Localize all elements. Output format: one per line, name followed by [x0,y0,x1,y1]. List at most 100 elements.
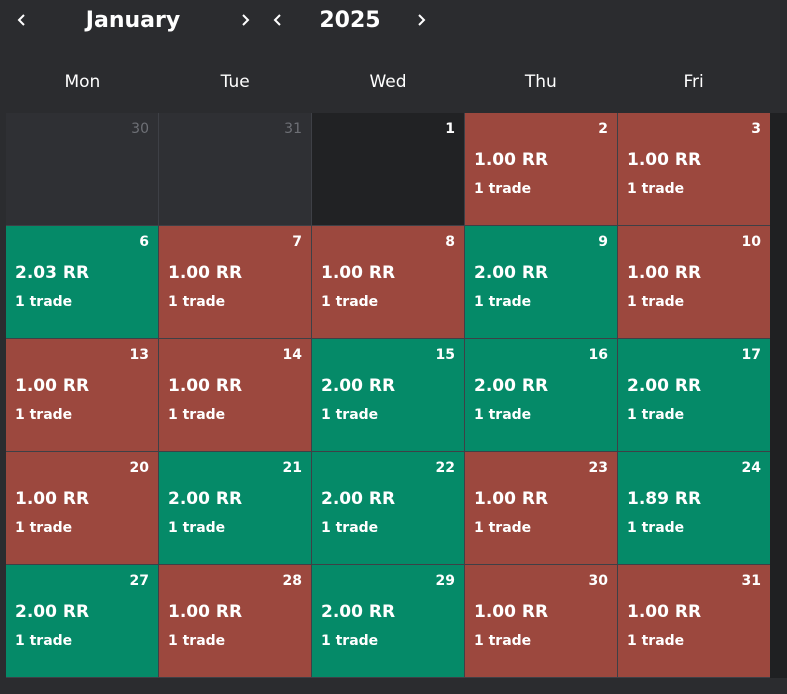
calendar-day-cell[interactable]: 1 [312,113,465,226]
calendar-day-cell[interactable]: 21 2.00 RR 1 trade [159,452,312,565]
calendar-day-cell[interactable]: 7 1.00 RR 1 trade [159,226,312,339]
year-label: 2025 [319,8,381,33]
day-number: 30 [588,573,608,589]
day-trade-count: 1 trade [168,520,226,536]
day-rr-value: 2.00 RR [321,489,396,509]
calendar-day-cell[interactable]: 27 2.00 RR 1 trade [6,565,159,678]
day-number: 28 [282,573,302,589]
day-rr-value: 1.89 RR [627,489,702,509]
day-rr-value: 1.00 RR [15,376,90,396]
calendar-day-cell[interactable]: 31 1.00 RR 1 trade [618,565,771,678]
month-label: January [85,8,181,33]
day-trade-count: 1 trade [474,294,532,310]
day-trade-count: 1 trade [321,520,379,536]
day-number: 6 [139,234,149,250]
day-number: 20 [129,460,149,476]
calendar-day-cell[interactable]: 3 1.00 RR 1 trade [618,113,771,226]
day-rr-value: 1.00 RR [15,489,90,509]
day-trade-count: 1 trade [15,520,73,536]
day-rr-value: 1.00 RR [474,489,549,509]
day-rr-value: 1.00 RR [474,602,549,622]
day-number: 3 [751,121,761,137]
day-trade-count: 1 trade [627,633,685,649]
day-rr-value: 2.00 RR [168,489,243,509]
day-rr-value: 2.00 RR [474,263,549,283]
calendar-day-cell[interactable]: 22 2.00 RR 1 trade [312,452,465,565]
calendar-navigation: January 2025 [0,0,787,44]
calendar-grid: 30 31 1 2 1.00 RR 1 trade 3 1.00 RR 1 trade 6 2.03… [6,113,771,678]
day-rr-value: 2.00 RR [15,602,90,622]
prev-month-button[interactable] [11,8,33,32]
day-rr-value: 1.00 RR [168,376,243,396]
calendar-day-cell[interactable]: 15 2.00 RR 1 trade [312,339,465,452]
day-trade-count: 1 trade [168,294,226,310]
calendar-day-cell[interactable]: 9 2.00 RR 1 trade [465,226,618,339]
calendar-day-cell[interactable]: 10 1.00 RR 1 trade [618,226,771,339]
day-trade-count: 1 trade [15,294,73,310]
day-number: 14 [282,347,302,363]
day-trade-count: 1 trade [627,407,685,423]
calendar-day-cell[interactable]: 31 [159,113,312,226]
day-rr-value: 1.00 RR [321,263,396,283]
calendar-day-cell[interactable]: 14 1.00 RR 1 trade [159,339,312,452]
day-trade-count: 1 trade [168,633,226,649]
weekday-label: Thu [524,72,557,92]
next-year-button[interactable] [410,8,432,32]
day-number: 15 [435,347,455,363]
day-rr-value: 2.00 RR [474,376,549,396]
day-number: 8 [445,234,455,250]
prev-year-button[interactable] [267,8,289,32]
calendar-day-cell[interactable]: 30 1.00 RR 1 trade [465,565,618,678]
chevron-right-icon [418,14,426,26]
day-number: 23 [588,460,608,476]
grid-bottom-edge [0,678,787,694]
calendar-day-cell[interactable]: 2 1.00 RR 1 trade [465,113,618,226]
day-number: 31 [741,573,761,589]
calendar-day-cell[interactable]: 8 1.00 RR 1 trade [312,226,465,339]
day-number: 29 [435,573,455,589]
day-number: 16 [588,347,608,363]
day-rr-value: 1.00 RR [168,263,243,283]
day-number: 7 [292,234,302,250]
day-number: 30 [131,121,149,137]
day-trade-count: 1 trade [627,294,685,310]
calendar-day-cell[interactable]: 20 1.00 RR 1 trade [6,452,159,565]
day-rr-value: 2.00 RR [627,376,702,396]
weekday-header-row: Mon Tue Wed Thu Fri [6,60,770,104]
next-month-button[interactable] [234,8,256,32]
calendar-day-cell[interactable]: 24 1.89 RR 1 trade [618,452,771,565]
weekday-label: Tue [220,72,250,92]
calendar-day-cell[interactable]: 28 1.00 RR 1 trade [159,565,312,678]
day-number: 21 [282,460,302,476]
calendar-day-cell[interactable]: 16 2.00 RR 1 trade [465,339,618,452]
chevron-left-icon [17,14,25,26]
day-trade-count: 1 trade [474,407,532,423]
day-number: 27 [129,573,149,589]
grid-right-edge [770,113,787,678]
day-number: 22 [435,460,455,476]
calendar-day-cell[interactable]: 23 1.00 RR 1 trade [465,452,618,565]
day-rr-value: 2.00 RR [321,376,396,396]
calendar-day-cell[interactable]: 30 [6,113,159,226]
weekday-label: Wed [369,72,407,92]
day-number: 1 [445,121,455,137]
day-trade-count: 1 trade [321,407,379,423]
calendar-day-cell[interactable]: 13 1.00 RR 1 trade [6,339,159,452]
day-number: 9 [598,234,608,250]
day-rr-value: 1.00 RR [168,602,243,622]
day-rr-value: 1.00 RR [627,150,702,170]
calendar-day-cell[interactable]: 6 2.03 RR 1 trade [6,226,159,339]
chevron-right-icon [242,14,250,26]
day-number: 10 [741,234,761,250]
calendar-day-cell[interactable]: 17 2.00 RR 1 trade [618,339,771,452]
calendar-day-cell[interactable]: 29 2.00 RR 1 trade [312,565,465,678]
day-trade-count: 1 trade [168,407,226,423]
day-rr-value: 2.00 RR [321,602,396,622]
day-rr-value: 1.00 RR [627,602,702,622]
day-number: 31 [284,121,302,137]
day-rr-value: 2.03 RR [15,263,90,283]
day-trade-count: 1 trade [474,520,532,536]
day-rr-value: 1.00 RR [627,263,702,283]
day-number: 13 [129,347,149,363]
day-number: 24 [741,460,761,476]
